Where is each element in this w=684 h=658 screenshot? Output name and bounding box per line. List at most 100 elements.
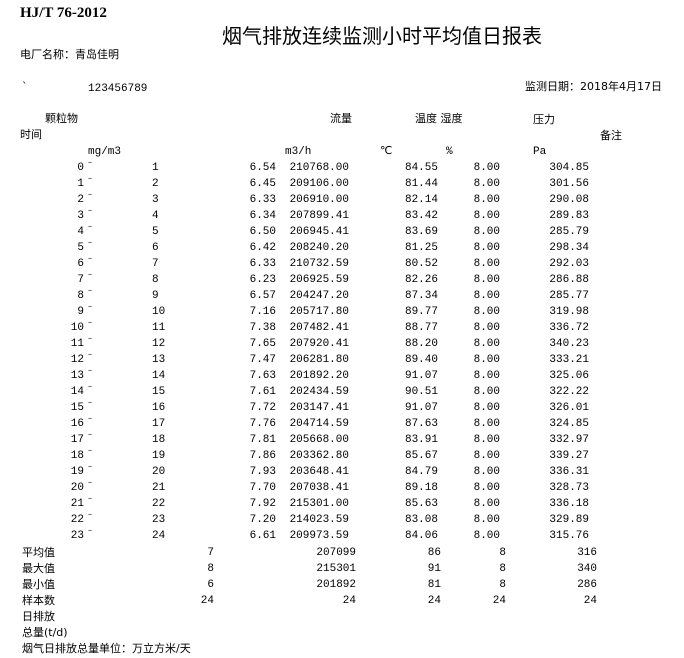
summary-flow: 215301 (316, 563, 356, 575)
code: 123456789 (88, 83, 148, 95)
cell-flow: 202434.59 (289, 386, 349, 398)
range-tilde: ~ (88, 496, 93, 504)
cell-hour-start: 18 (70, 450, 84, 462)
range-tilde: ~ (88, 320, 93, 328)
cell-hour-end: 11 (152, 322, 166, 334)
header-remark: 备注 (600, 129, 622, 142)
header-temp-humidity: 温度 湿度 (415, 112, 463, 125)
header-pressure: 压力 (533, 113, 555, 126)
range-tilde: ~ (88, 336, 93, 344)
cell-particulate: 7.92 (249, 498, 276, 510)
summary-temperature: 81 (427, 579, 441, 591)
summary-row: 平均值 7 207099 86 8 316 (0, 546, 684, 562)
cell-flow: 210768.00 (289, 162, 349, 174)
cell-hour-end: 6 (152, 242, 159, 254)
cell-humidity: 8.00 (473, 354, 500, 366)
cell-hour-start: 4 (77, 226, 84, 238)
cell-particulate: 6.61 (249, 530, 276, 542)
cell-particulate: 6.33 (249, 258, 276, 270)
table-row: 14 ~15 7.61 202434.59 90.51 8.00 322.22 (0, 384, 684, 401)
cell-flow: 203648.41 (289, 466, 349, 478)
cell-particulate: 7.70 (249, 482, 276, 494)
cell-hour-end: 3 (152, 194, 159, 206)
cell-hour-start: 1 (77, 178, 84, 190)
cell-flow: 209973.59 (289, 530, 349, 542)
cell-particulate: 7.38 (249, 322, 276, 334)
standard-code: HJ/T 76-2012 (20, 5, 107, 21)
cell-hour-end: 24 (152, 530, 166, 542)
summary-humidity: 24 (492, 595, 506, 607)
range-tilde: ~ (88, 400, 93, 408)
footer-line: 烟气日排放总量单位：万立方米/天 (22, 642, 191, 655)
cell-hour-start: 2 (77, 194, 84, 206)
cell-hour-end: 22 (152, 498, 166, 510)
cell-hour-start: 23 (70, 530, 84, 542)
cell-temperature: 88.77 (404, 322, 438, 334)
cell-hour-start: 21 (70, 498, 84, 510)
cell-temperature: 84.79 (404, 466, 438, 478)
cell-humidity: 8.00 (473, 498, 500, 510)
cell-hour-start: 6 (77, 258, 84, 270)
cell-flow: 204714.59 (289, 418, 349, 430)
header-particulate: 颗粒物 (45, 112, 78, 125)
summary-label: 样本数 (22, 594, 55, 607)
cell-humidity: 8.00 (473, 386, 500, 398)
range-tilde: ~ (88, 208, 93, 216)
summary-humidity: 8 (499, 579, 506, 591)
cell-pressure: 329.89 (549, 514, 589, 526)
cell-particulate: 6.50 (249, 226, 276, 238)
cell-hour-start: 8 (77, 290, 84, 302)
cell-pressure: 290.08 (549, 194, 589, 206)
range-tilde: ~ (88, 176, 93, 184)
range-tilde: ~ (88, 448, 93, 456)
cell-particulate: 6.45 (249, 178, 276, 190)
cell-hour-end: 21 (152, 482, 166, 494)
range-tilde: ~ (88, 304, 93, 312)
cell-hour-start: 10 (70, 322, 84, 334)
cell-pressure: 301.56 (549, 178, 589, 190)
cell-particulate: 7.16 (249, 306, 276, 318)
cell-temperature: 82.14 (404, 194, 438, 206)
summary-flow: 207099 (316, 547, 356, 559)
cell-flow: 208240.20 (289, 242, 349, 254)
range-tilde: ~ (88, 192, 93, 200)
cell-flow: 206910.00 (289, 194, 349, 206)
cell-hour-start: 9 (77, 306, 84, 318)
cell-temperature: 91.07 (404, 402, 438, 414)
cell-hour-end: 10 (152, 306, 166, 318)
summary-pressure: 316 (577, 547, 597, 559)
cell-pressure: 339.27 (549, 450, 589, 462)
cell-humidity: 8.00 (473, 162, 500, 174)
table-row: 1 ~2 6.45 209106.00 81.44 8.00 301.56 (0, 176, 684, 193)
cell-humidity: 8.00 (473, 434, 500, 446)
cell-temperature: 82.26 (404, 274, 438, 286)
plant-name: 电厂名称：青岛佳明 (20, 48, 119, 61)
cell-particulate: 6.34 (249, 210, 276, 222)
cell-hour-end: 20 (152, 466, 166, 478)
cell-flow: 207920.41 (289, 338, 349, 350)
cell-humidity: 8.00 (473, 226, 500, 238)
cell-humidity: 8.00 (473, 258, 500, 270)
cell-temperature: 81.25 (404, 242, 438, 254)
cell-pressure: 285.79 (549, 226, 589, 238)
cell-flow: 209106.00 (289, 178, 349, 190)
cell-hour-end: 19 (152, 450, 166, 462)
page-title: 烟气排放连续监测小时平均值日报表 (222, 24, 542, 48)
cell-particulate: 7.61 (249, 386, 276, 398)
range-tilde: ~ (88, 240, 93, 248)
table-row: 0 ~1 6.54 210768.00 84.55 8.00 304.85 (0, 160, 684, 177)
cell-temperature: 83.69 (404, 226, 438, 238)
cell-humidity: 8.00 (473, 274, 500, 286)
cell-hour-start: 19 (70, 466, 84, 478)
cell-temperature: 89.18 (404, 482, 438, 494)
cell-particulate: 7.76 (249, 418, 276, 430)
cell-humidity: 8.00 (473, 514, 500, 526)
unit-particulate: mg/m3 (88, 146, 122, 158)
table-row: 9 ~10 7.16 205717.80 89.77 8.00 319.98 (0, 304, 684, 321)
cell-hour-start: 13 (70, 370, 84, 382)
cell-temperature: 91.07 (404, 370, 438, 382)
table-row: 12 ~13 7.47 206281.80 89.40 8.00 333.21 (0, 352, 684, 369)
cell-humidity: 8.00 (473, 450, 500, 462)
table-row: 21 ~22 7.92 215301.00 85.63 8.00 336.18 (0, 496, 684, 513)
cell-flow: 203362.80 (289, 450, 349, 462)
